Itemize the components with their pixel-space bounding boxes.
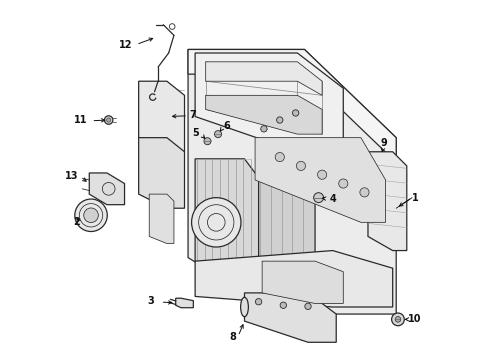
Polygon shape	[188, 49, 395, 162]
Text: 8: 8	[229, 332, 236, 342]
Ellipse shape	[240, 297, 248, 317]
Polygon shape	[244, 293, 336, 342]
Circle shape	[260, 126, 266, 132]
Circle shape	[391, 313, 404, 326]
Polygon shape	[175, 298, 193, 308]
Text: 13: 13	[65, 171, 79, 181]
Text: 6: 6	[223, 121, 230, 131]
Polygon shape	[139, 81, 184, 152]
Circle shape	[104, 116, 113, 124]
Polygon shape	[149, 194, 174, 243]
Circle shape	[296, 161, 305, 171]
Circle shape	[317, 170, 326, 179]
Circle shape	[83, 208, 98, 222]
Circle shape	[394, 316, 400, 322]
Polygon shape	[205, 62, 322, 95]
Text: 9: 9	[380, 138, 386, 148]
Circle shape	[102, 183, 115, 195]
Circle shape	[75, 199, 107, 231]
Polygon shape	[262, 261, 343, 303]
Text: 10: 10	[407, 314, 421, 324]
Polygon shape	[195, 53, 343, 152]
Polygon shape	[195, 159, 265, 286]
Text: 11: 11	[74, 115, 87, 125]
Circle shape	[106, 118, 111, 122]
Text: 7: 7	[189, 110, 196, 120]
Circle shape	[255, 298, 261, 305]
Polygon shape	[255, 138, 385, 222]
Circle shape	[275, 153, 284, 162]
Polygon shape	[139, 138, 184, 208]
Text: 1: 1	[411, 193, 418, 203]
Circle shape	[191, 198, 241, 247]
Text: 5: 5	[191, 129, 198, 139]
Circle shape	[292, 110, 298, 116]
Circle shape	[313, 193, 323, 203]
Polygon shape	[205, 95, 322, 134]
Circle shape	[338, 179, 347, 188]
Polygon shape	[195, 251, 392, 307]
Polygon shape	[258, 170, 314, 282]
Text: 2: 2	[73, 217, 80, 227]
Circle shape	[359, 188, 368, 197]
Text: 4: 4	[328, 194, 335, 204]
Polygon shape	[367, 152, 406, 251]
Circle shape	[304, 303, 310, 310]
Circle shape	[214, 131, 221, 138]
Polygon shape	[89, 173, 124, 205]
Text: 12: 12	[119, 40, 132, 50]
Text: 3: 3	[147, 296, 154, 306]
Circle shape	[280, 302, 286, 309]
Polygon shape	[188, 49, 395, 314]
Circle shape	[203, 138, 210, 145]
Circle shape	[276, 117, 283, 123]
